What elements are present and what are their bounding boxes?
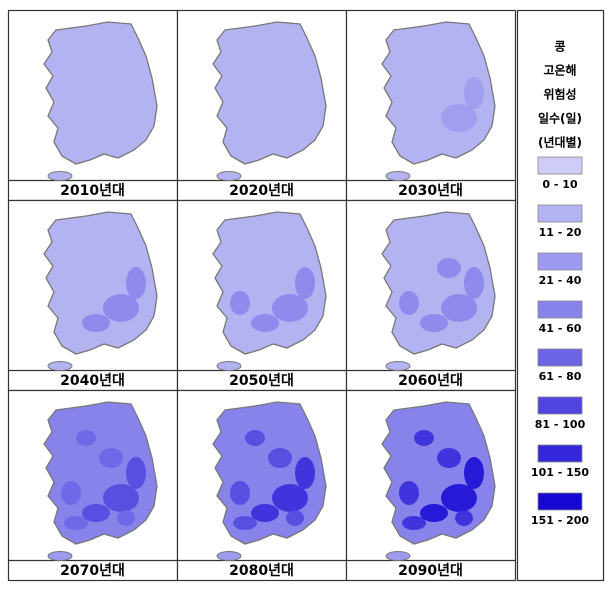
jeju-island: [47, 171, 73, 181]
legend-label: 101 - 150: [531, 466, 589, 479]
hot-region: [420, 504, 448, 522]
map: [43, 401, 158, 561]
hot-region: [268, 448, 292, 468]
hot-region: [437, 448, 461, 468]
hot-region: [441, 484, 477, 512]
panel-label: 2050년대: [229, 373, 294, 389]
legend-swatch: [537, 252, 583, 271]
legend-swatch: [537, 444, 583, 463]
hot-region: [61, 481, 81, 505]
legend-swatch: [537, 492, 583, 511]
map: [212, 211, 327, 371]
hot-region: [103, 484, 139, 512]
hot-region: [99, 448, 123, 468]
hot-region: [441, 104, 477, 132]
hot-region: [245, 430, 265, 446]
hot-region: [272, 294, 308, 322]
jeju-island: [47, 361, 73, 371]
hot-region: [441, 294, 477, 322]
hot-region: [295, 267, 315, 299]
map: [212, 401, 327, 561]
legend-label: 61 - 80: [539, 370, 582, 383]
panel-label: 2070년대: [60, 563, 125, 579]
hot-region: [251, 504, 279, 522]
hot-region: [233, 516, 257, 530]
legend-box: [516, 9, 605, 582]
hot-region: [464, 267, 484, 299]
hot-region: [126, 457, 146, 489]
panel-label: 2030년대: [398, 183, 463, 199]
legend-label: 11 - 20: [539, 226, 582, 239]
legend-label: 0 - 10: [542, 178, 578, 191]
hot-region: [295, 457, 315, 489]
legend-title: 콩: [554, 40, 565, 54]
hot-region: [420, 314, 448, 332]
hot-region: [272, 484, 308, 512]
hot-region: [76, 430, 96, 446]
hot-region: [126, 267, 146, 299]
hot-region: [64, 516, 88, 530]
hot-region: [82, 504, 110, 522]
map: [212, 21, 327, 181]
jeju-island: [385, 361, 411, 371]
jeju-island: [385, 171, 411, 181]
hot-region: [399, 291, 419, 315]
hot-region: [464, 77, 484, 109]
hot-region: [82, 314, 110, 332]
legend-swatch: [537, 348, 583, 367]
map-outline: [212, 21, 327, 165]
legend-title: 위험성: [543, 87, 576, 102]
hot-region: [251, 314, 279, 332]
hot-region: [230, 291, 250, 315]
jeju-island: [47, 551, 73, 561]
legend-title: (년대별): [538, 135, 582, 150]
hot-region: [402, 516, 426, 530]
map: [43, 211, 158, 371]
legend-title: 일수(일): [538, 112, 582, 126]
legend-swatch: [537, 300, 583, 319]
map: [381, 401, 496, 561]
legend-title: 고온해: [543, 63, 576, 78]
map-outline: [43, 21, 158, 165]
legend-label: 41 - 60: [539, 322, 582, 335]
hot-region: [286, 510, 304, 526]
jeju-island: [385, 551, 411, 561]
legend-label: 21 - 40: [539, 274, 582, 287]
hot-region: [464, 457, 484, 489]
legend-label: 151 - 200: [531, 514, 589, 527]
hot-region: [399, 481, 419, 505]
hot-region: [414, 430, 434, 446]
map: [381, 21, 496, 181]
jeju-island: [216, 361, 242, 371]
jeju-island: [216, 171, 242, 181]
jeju-island: [216, 551, 242, 561]
hot-region: [103, 294, 139, 322]
hot-region: [117, 510, 135, 526]
legend-label: 81 - 100: [535, 418, 586, 431]
panel-label: 2080년대: [229, 563, 294, 579]
panel-label: 2090년대: [398, 563, 463, 579]
legend-swatch: [537, 156, 583, 175]
legend-swatch: [537, 204, 583, 223]
hot-region: [455, 510, 473, 526]
hot-region: [230, 481, 250, 505]
hot-region: [437, 258, 461, 278]
panel-label: 2020년대: [229, 183, 294, 199]
panel-label: 2010년대: [60, 183, 125, 199]
map: [381, 211, 496, 371]
map: [43, 21, 158, 181]
panel-label: 2040년대: [60, 373, 125, 389]
panel-label: 2060년대: [398, 373, 463, 389]
legend-swatch: [537, 396, 583, 415]
